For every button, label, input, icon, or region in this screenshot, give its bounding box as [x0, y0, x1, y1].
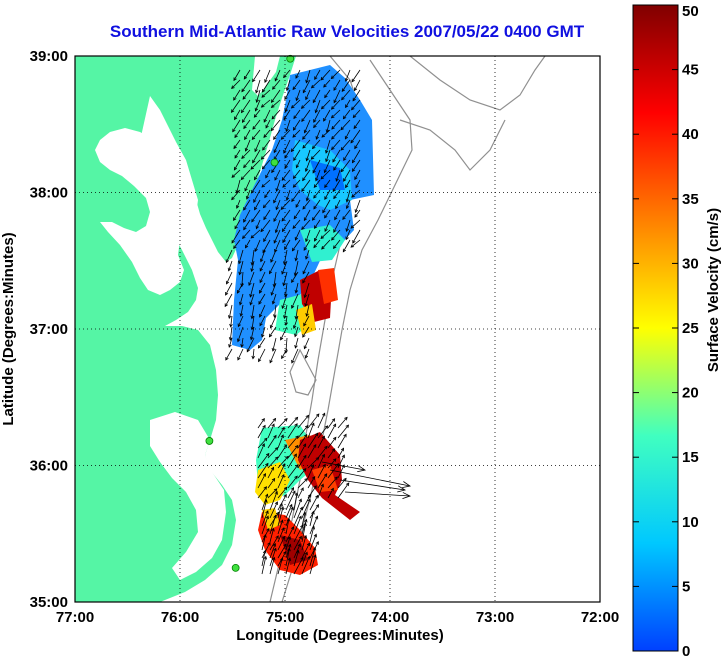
colorbar-tick-label: 0	[682, 643, 690, 659]
radar-station-marker	[286, 54, 295, 63]
colorbar-tick-label: 10	[682, 514, 699, 531]
x-tick-label: 73:00	[476, 609, 514, 626]
x-tick-label: 75:00	[266, 609, 304, 626]
chesapeake-bay	[100, 96, 198, 295]
land-mass	[75, 56, 296, 602]
x-axis-label: Longitude (Degrees:Minutes)	[236, 627, 444, 644]
colorbar-tick-label: 35	[682, 191, 699, 208]
map-title: Southern Mid-Atlantic Raw Velocities 200…	[109, 22, 585, 41]
colorbar-tick-label: 5	[682, 578, 690, 595]
y-tick-label: 39:00	[30, 48, 68, 65]
radar-station-marker	[231, 563, 240, 572]
graticule	[75, 56, 600, 602]
velocity-vectors	[224, 69, 412, 575]
y-axis-label: Latitude (Degrees:Minutes)	[0, 232, 17, 425]
x-axis-ticks: 77:00 76:00 75:00 74:00 73:00 72:00	[56, 609, 619, 626]
y-axis-ticks: 39:00 38:00 37:00 36:00 35:00	[30, 48, 68, 611]
delaware-bay	[252, 56, 280, 96]
y-tick-label: 38:00	[30, 185, 68, 202]
colorbar-label: Surface Velocity (cm/s)	[705, 208, 722, 372]
plot-frame	[74, 55, 601, 603]
x-tick-label: 74:00	[371, 609, 409, 626]
colorbar-tick-label: 25	[682, 320, 699, 337]
y-tick-label: 36:00	[30, 458, 68, 475]
pamlico-sound	[150, 412, 226, 580]
colorbar-tick-label: 30	[682, 255, 699, 272]
colorbar-tick-label: 50	[682, 3, 699, 20]
colorbar-tick-label: 20	[682, 385, 699, 402]
colorbar-ticks: 0 5 10 15 20 25 30 35 40 45 50	[633, 3, 699, 659]
y-tick-label: 35:00	[30, 594, 68, 611]
x-tick-label: 72:00	[581, 609, 619, 626]
x-tick-label: 76:00	[161, 609, 199, 626]
radar-station-marker	[270, 158, 279, 167]
colorbar	[632, 4, 679, 652]
radar-stations	[205, 54, 295, 572]
colorbar-tick-label: 45	[682, 62, 699, 79]
colorbar-tick-label: 15	[682, 449, 699, 466]
y-tick-label: 37:00	[30, 321, 68, 338]
x-tick-label: 77:00	[56, 609, 94, 626]
colorbar-tick-label: 40	[682, 126, 699, 143]
radar-station-marker	[205, 437, 214, 445]
